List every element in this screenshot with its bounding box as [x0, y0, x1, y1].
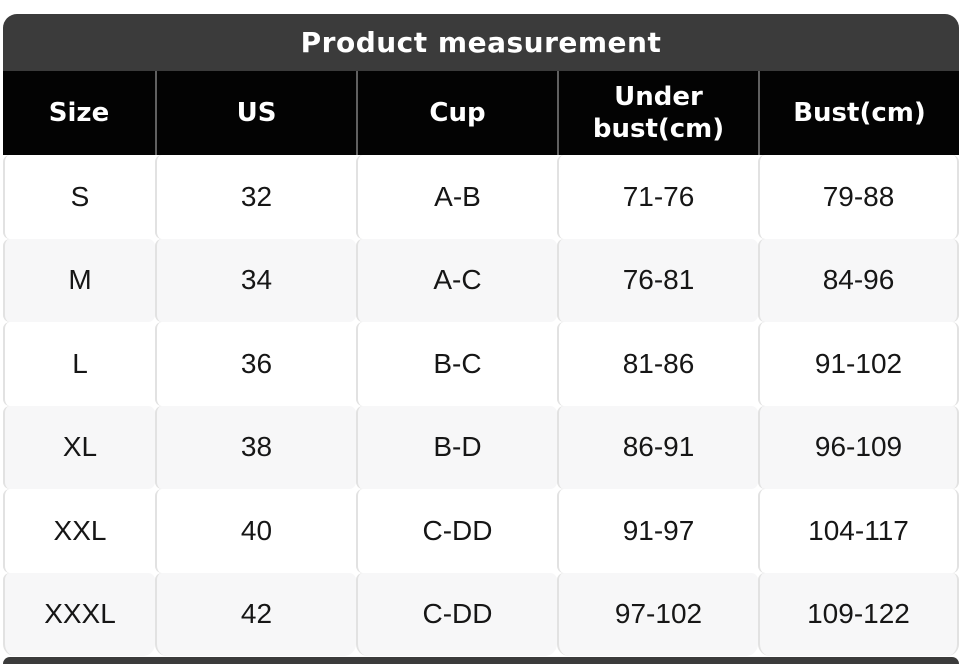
table-cell: M: [3, 238, 155, 322]
table-row: L 36 B-C 81-86 91-102: [3, 322, 959, 406]
table-row: XXL 40 C-DD 91-97 104-117: [3, 489, 959, 573]
column-header-size: Size: [3, 71, 155, 155]
table-cell: 40: [155, 489, 356, 573]
table-row: XXXL 42 C-DD 97-102 109-122: [3, 572, 959, 656]
table-cell: 34: [155, 238, 356, 322]
table-header: Size US Cup Under bust(cm) Bust(cm): [3, 71, 959, 155]
table-cell: 76-81: [557, 238, 758, 322]
size-chart-table: Size US Cup Under bust(cm) Bust(cm) S 32 A…: [3, 71, 959, 656]
table-row: M 34 A-C 76-81 84-96: [3, 238, 959, 322]
column-header-cup: Cup: [356, 71, 557, 155]
table-cell: 84-96: [758, 238, 959, 322]
table-body: S 32 A-B 71-76 79-88 M 34 A-C 76-81 84-96 L 36 B-C 81…: [3, 155, 959, 656]
table-cell: 96-109: [758, 405, 959, 489]
table-cell: 79-88: [758, 155, 959, 239]
column-header-bust: Bust(cm): [758, 71, 959, 155]
column-header-us: US: [155, 71, 356, 155]
table-cell: 109-122: [758, 572, 959, 656]
column-header-underbust: Under bust(cm): [557, 71, 758, 155]
chart-title-bar: Product measurement: [3, 14, 959, 71]
table-cell: A-C: [356, 238, 557, 322]
table-cell: 38: [155, 405, 356, 489]
next-section-bar-top: [3, 657, 959, 664]
table-cell: 71-76: [557, 155, 758, 239]
table-cell: 42: [155, 572, 356, 656]
table-cell: 36: [155, 322, 356, 406]
table-cell: XL: [3, 405, 155, 489]
table-cell: L: [3, 322, 155, 406]
table-cell: 104-117: [758, 489, 959, 573]
table-cell: 91-102: [758, 322, 959, 406]
chart-title: Product measurement: [300, 26, 662, 59]
header-row: Size US Cup Under bust(cm) Bust(cm): [3, 71, 959, 155]
table-cell: XXXL: [3, 572, 155, 656]
table-cell: 81-86: [557, 322, 758, 406]
table-row: S 32 A-B 71-76 79-88: [3, 155, 959, 239]
table-cell: C-DD: [356, 572, 557, 656]
table-cell: B-D: [356, 405, 557, 489]
table-cell: 97-102: [557, 572, 758, 656]
table-cell: 86-91: [557, 405, 758, 489]
table-cell: A-B: [356, 155, 557, 239]
table-cell: XXL: [3, 489, 155, 573]
table-cell: B-C: [356, 322, 557, 406]
table-cell: 91-97: [557, 489, 758, 573]
table-cell: S: [3, 155, 155, 239]
table-cell: C-DD: [356, 489, 557, 573]
table-row: XL 38 B-D 86-91 96-109: [3, 405, 959, 489]
table-cell: 32: [155, 155, 356, 239]
